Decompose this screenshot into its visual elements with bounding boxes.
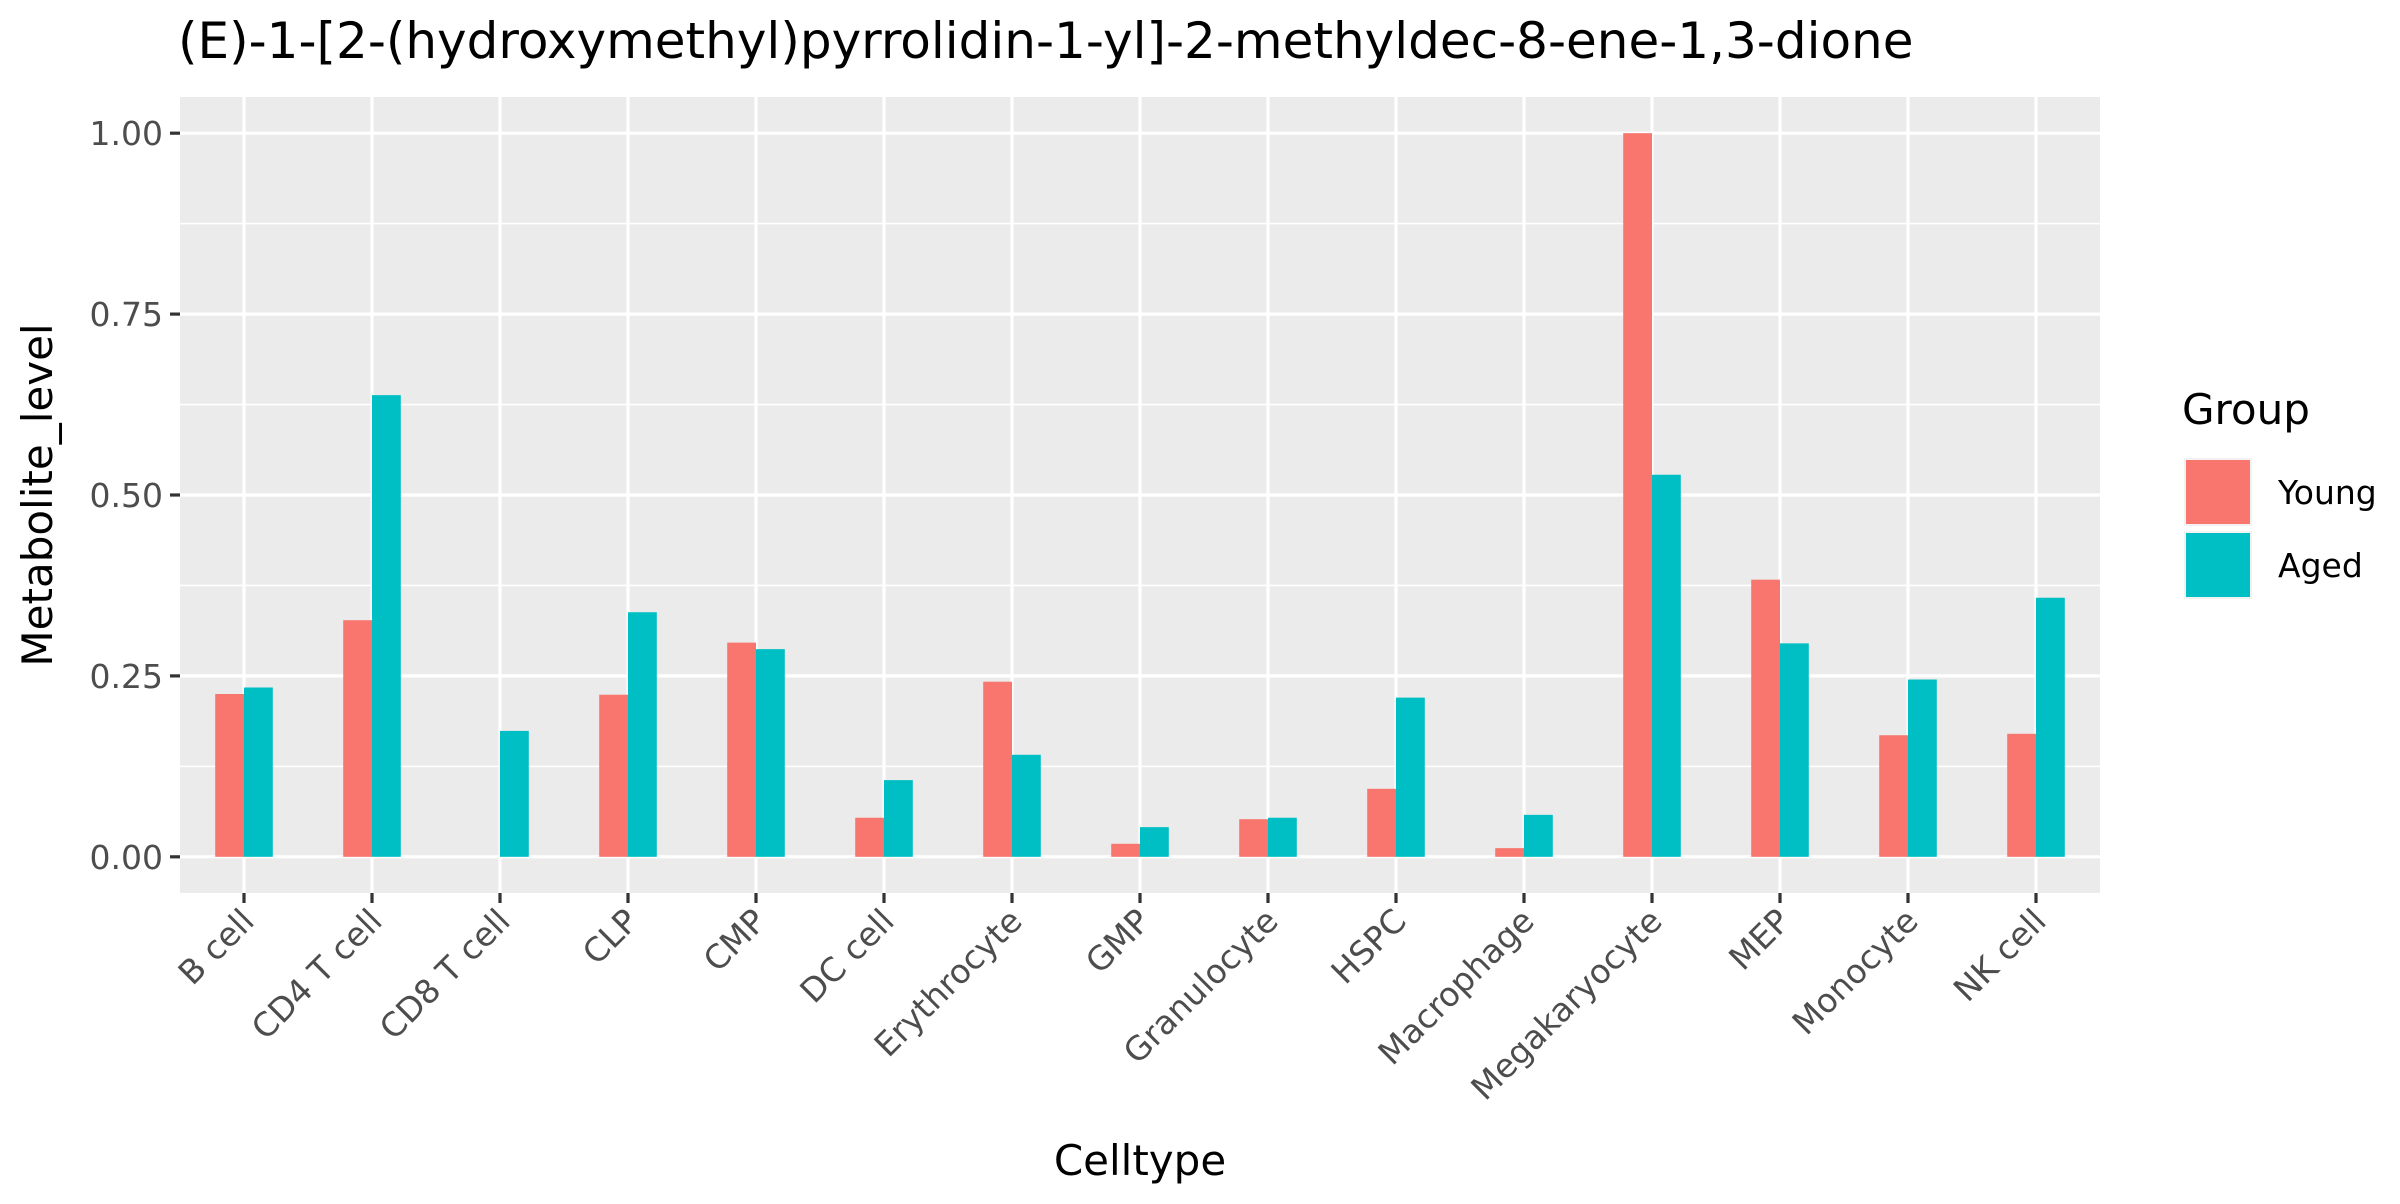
x-axis-title: Celltype	[1054, 1136, 1226, 1185]
y-tick-label: 0.25	[90, 657, 163, 696]
chart-title: (E)-1-[2-(hydroxymethyl)pyrrolidin-1-yl]…	[178, 12, 1914, 70]
bar-young-dc-cell	[855, 817, 884, 857]
bar-aged-nk-cell	[2036, 597, 2065, 857]
bar-aged-monocyte	[1908, 679, 1937, 857]
bar-aged-erythrocyte	[1012, 754, 1041, 857]
bar-aged-cd8-t-cell	[500, 730, 529, 857]
bar-young-erythrocyte	[983, 681, 1012, 857]
bar-young-macrophage	[1495, 848, 1524, 857]
bar-young-cmp	[727, 642, 756, 857]
bar-aged-macrophage	[1524, 814, 1553, 857]
bar-aged-dc-cell	[884, 780, 913, 857]
bar-aged-cmp	[756, 649, 785, 857]
legend-key-aged	[2186, 533, 2250, 597]
legend-key-young	[2186, 460, 2250, 524]
y-axis: 0.00 0.25 0.50 0.75 1.00	[90, 114, 180, 877]
bar-aged-megakaryocyte	[1652, 474, 1681, 857]
legend: Group Young Aged	[2182, 385, 2377, 599]
bar-young-monocyte	[1879, 735, 1908, 857]
bar-aged-gmp	[1140, 827, 1169, 857]
y-tick-label: 0.00	[90, 838, 163, 877]
bar-young-nk-cell	[2007, 733, 2036, 857]
bar-young-mep	[1751, 579, 1780, 857]
bar-aged-b-cell	[244, 687, 273, 857]
bar-young-megakaryocyte	[1623, 133, 1652, 857]
y-axis-title: Metabolite_level	[13, 323, 62, 666]
bar-young-gmp	[1111, 843, 1140, 857]
bar-aged-cd4-t-cell	[372, 395, 401, 857]
y-tick-label: 0.75	[90, 295, 163, 334]
y-tick-label: 1.00	[90, 114, 163, 153]
bars-layer	[215, 133, 2065, 857]
legend-label-aged: Aged	[2278, 546, 2363, 585]
bar-young-hspc	[1367, 788, 1396, 857]
bar-aged-granulocyte	[1268, 817, 1297, 857]
legend-title: Group	[2182, 385, 2310, 434]
bar-young-granulocyte	[1239, 819, 1268, 857]
bar-aged-clp	[628, 612, 657, 857]
bar-young-b-cell	[215, 694, 244, 857]
bar-young-clp	[599, 694, 628, 857]
bar-aged-hspc	[1396, 697, 1425, 857]
bar-aged-mep	[1780, 643, 1809, 857]
legend-label-young: Young	[2277, 473, 2377, 512]
bar-young-cd4-t-cell	[343, 620, 372, 857]
y-tick-label: 0.50	[90, 476, 163, 515]
